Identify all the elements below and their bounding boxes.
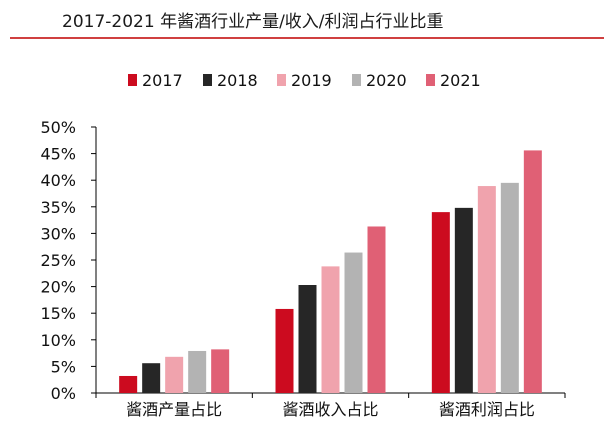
bar-2021-0 — [211, 349, 230, 393]
y-tick-label: 10% — [40, 331, 76, 350]
bar-2017-2 — [431, 212, 450, 393]
bar-2020-0 — [188, 350, 207, 393]
legend-label-2020: 2020 — [366, 71, 407, 90]
legend-swatch-2017 — [128, 74, 137, 86]
legend-label-2021: 2021 — [440, 71, 481, 90]
bar-2019-2 — [477, 186, 496, 393]
x-category-label: 酱酒收入占比 — [282, 400, 378, 419]
legend-swatch-2020 — [352, 74, 361, 86]
bar-2018-1 — [298, 285, 317, 393]
y-tick-label: 40% — [40, 171, 76, 190]
legend-label-2018: 2018 — [217, 71, 258, 90]
y-tick-label: 20% — [40, 278, 76, 297]
x-category-label: 酱酒产量占比 — [126, 400, 222, 419]
bar-2018-0 — [142, 363, 161, 393]
y-tick-label: 45% — [40, 145, 76, 164]
legend-swatch-2018 — [203, 74, 212, 86]
y-tick-label: 25% — [40, 251, 76, 270]
bar-2019-0 — [165, 356, 184, 393]
chart-legend: 2017 2018 2019 2020 2021 — [128, 71, 481, 90]
bar-2017-1 — [275, 308, 294, 393]
bar-2021-2 — [523, 150, 542, 393]
x-category-label: 酱酒利润占比 — [439, 400, 535, 419]
bar-series-group — [119, 150, 542, 393]
bar-2018-2 — [454, 207, 473, 393]
y-tick-label: 30% — [40, 224, 76, 243]
legend-label-2019: 2019 — [291, 71, 332, 90]
y-axis: 0% 5% 10% 15% 20% 25% 30% 35% 40% 45% 50% — [40, 118, 97, 403]
legend-swatch-2019 — [277, 74, 286, 86]
legend-label-2017: 2017 — [142, 71, 183, 90]
x-axis: 酱酒产量占比 酱酒收入占比 酱酒利润占比 — [95, 392, 566, 419]
bar-2020-2 — [500, 182, 519, 393]
y-tick-label: 5% — [51, 357, 76, 376]
legend-swatch-2021 — [426, 74, 435, 86]
y-tick-label: 35% — [40, 198, 76, 217]
bar-2019-1 — [321, 266, 340, 393]
y-tick-label: 15% — [40, 304, 76, 323]
bar-2017-0 — [119, 375, 138, 393]
bar-2021-1 — [367, 226, 386, 393]
y-tick-label: 0% — [51, 384, 76, 403]
y-tick-label: 50% — [40, 118, 76, 137]
chart-title: 2017-2021 年酱酒行业产量/收入/利润占行业比重 — [62, 12, 444, 32]
bar-2020-1 — [344, 252, 363, 393]
